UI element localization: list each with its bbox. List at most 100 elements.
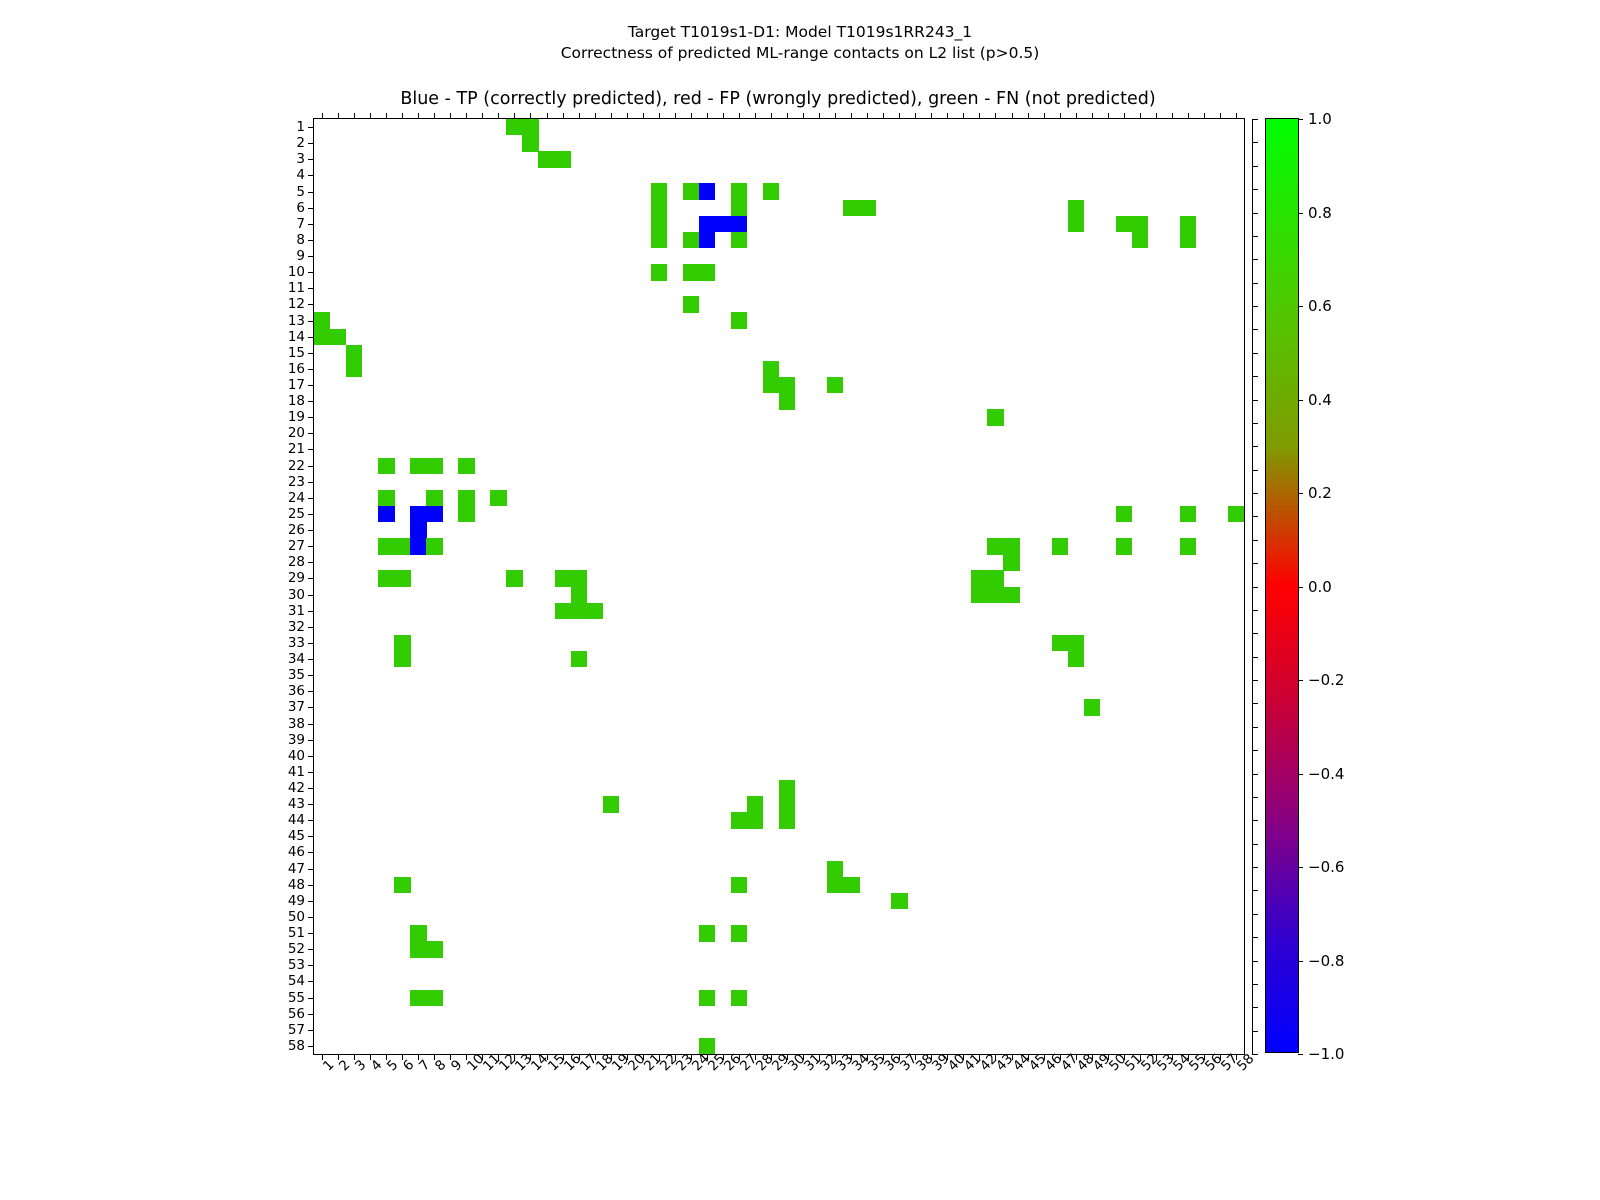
- x-axis-tick-mark-top: [674, 113, 676, 119]
- y-axis-tick-label: 58: [287, 1037, 305, 1054]
- colorbar-minor-tick: [1252, 1054, 1258, 1055]
- x-axis-tick-mark-top: [562, 113, 564, 119]
- heatmap-cell: [779, 393, 796, 410]
- x-axis-tick-label: 1: [320, 1056, 338, 1075]
- heatmap-cell: [779, 812, 796, 829]
- x-axis-tick-mark: [803, 1054, 805, 1060]
- heatmap-cell: [730, 183, 748, 200]
- heatmap-cell: [410, 522, 427, 539]
- x-axis-tick-mark-top: [530, 113, 532, 119]
- y-axis-tick-mark: [308, 997, 314, 999]
- colorbar-minor-tick: [1252, 563, 1258, 565]
- x-axis-tick-mark: [1155, 1054, 1157, 1060]
- y-axis-tick-mark: [308, 771, 314, 773]
- y-axis-tick-mark: [308, 449, 314, 451]
- y-axis-tick-label: 54: [287, 973, 305, 990]
- y-axis-tick-label: 11: [287, 280, 305, 297]
- heatmap-cell: [698, 989, 716, 1006]
- colorbar-tick-mark: [1298, 399, 1303, 401]
- y-axis-tick-mark: [308, 1029, 314, 1031]
- x-axis-tick-mark: [947, 1054, 949, 1060]
- y-axis-tick-mark: [308, 288, 314, 290]
- y-axis-tick-label: 34: [287, 651, 305, 668]
- heatmap-cell: [698, 231, 716, 249]
- y-axis-tick-mark: [308, 659, 314, 661]
- heatmap-cell: [779, 376, 796, 394]
- heatmap-cell: [1051, 538, 1068, 555]
- x-axis-tick-mark: [434, 1054, 436, 1060]
- heatmap-cell: [410, 989, 427, 1006]
- colorbar-minor-tick: [1252, 539, 1258, 541]
- y-axis-tick-mark: [308, 933, 314, 935]
- x-axis-tick-mark-top: [690, 113, 692, 119]
- heatmap-cell: [682, 264, 700, 281]
- y-axis-tick-label: 50: [287, 908, 305, 925]
- x-axis-tick-label: 9: [448, 1056, 466, 1075]
- x-axis-tick-mark-top: [1155, 113, 1157, 119]
- x-axis-tick-mark-top: [322, 113, 324, 119]
- y-axis-tick-label: 6: [296, 199, 305, 216]
- y-axis-tick-mark: [308, 401, 314, 403]
- y-axis-tick-label: 7: [296, 215, 305, 232]
- y-axis-tick-mark: [308, 304, 314, 306]
- heatmap-cell: [762, 376, 780, 394]
- x-axis-tick-mark: [674, 1054, 676, 1060]
- x-axis-tick-mark-top: [578, 113, 580, 119]
- x-axis-tick-mark: [658, 1054, 660, 1060]
- colorbar-minor-tick: [1252, 189, 1258, 191]
- heatmap-cell: [1067, 650, 1084, 668]
- y-axis-tick-label: 9: [296, 248, 305, 265]
- heatmap-cell: [987, 570, 1004, 587]
- heatmap-cell: [426, 989, 443, 1006]
- heatmap-cell: [570, 602, 587, 620]
- y-axis-tick-label: 36: [287, 683, 305, 700]
- colorbar-minor-tick: [1252, 656, 1258, 658]
- heatmap-cell: [378, 505, 395, 523]
- colorbar-minor-tick: [1252, 165, 1258, 167]
- y-axis-tick-mark: [308, 417, 314, 419]
- y-axis-tick-label: 35: [287, 667, 305, 684]
- x-axis-tick-mark: [883, 1054, 885, 1060]
- x-axis-tick-mark-top: [979, 113, 981, 119]
- colorbar-tick-mark: [1298, 586, 1303, 588]
- heatmap-cell: [330, 328, 347, 346]
- colorbar-tick-label: −0.6: [1308, 858, 1345, 876]
- x-axis-tick-mark-top: [1235, 113, 1237, 119]
- x-axis-tick-mark-top: [626, 113, 628, 119]
- y-axis-tick-mark: [308, 272, 314, 274]
- x-axis-tick-mark-top: [466, 113, 468, 119]
- heatmap-cell: [1179, 231, 1197, 249]
- heatmap-cell: [394, 570, 411, 587]
- heatmap-cell: [730, 312, 748, 329]
- x-axis-tick-mark: [690, 1054, 692, 1060]
- y-axis-tick-mark: [308, 610, 314, 612]
- x-axis-tick-mark-top: [1075, 113, 1077, 119]
- heatmap-cell: [394, 876, 411, 894]
- x-axis-tick-mark-top: [995, 113, 997, 119]
- y-axis-tick-mark: [308, 530, 314, 532]
- x-axis-tick-mark-top: [1203, 113, 1205, 119]
- heatmap-cell: [746, 812, 764, 829]
- x-axis-tick-mark-top: [803, 113, 805, 119]
- heatmap-cell: [730, 876, 748, 894]
- x-axis-tick-mark-top: [706, 113, 708, 119]
- heatmap-cell: [682, 296, 700, 313]
- heatmap-cell: [426, 538, 443, 555]
- y-axis-tick-label: 38: [287, 715, 305, 732]
- y-axis-tick-mark: [308, 626, 314, 628]
- heatmap-cell: [987, 538, 1004, 555]
- colorbar-minor-tick: [1252, 586, 1258, 588]
- y-axis-tick-label: 55: [287, 989, 305, 1006]
- x-axis-tick-label: 4: [368, 1056, 386, 1075]
- y-axis-tick-label: 17: [287, 376, 305, 393]
- x-axis-tick-mark: [370, 1054, 372, 1060]
- y-axis-tick-mark: [308, 965, 314, 967]
- x-axis-tick-mark: [819, 1054, 821, 1060]
- heatmap-cell: [698, 183, 716, 200]
- heatmap-cell: [458, 505, 475, 523]
- heatmap-cell: [1003, 554, 1020, 571]
- colorbar-minor-tick: [1252, 1030, 1258, 1032]
- colorbar-minor-tick: [1252, 843, 1258, 845]
- x-axis-tick-mark-top: [418, 113, 420, 119]
- heatmap-cell: [458, 489, 475, 507]
